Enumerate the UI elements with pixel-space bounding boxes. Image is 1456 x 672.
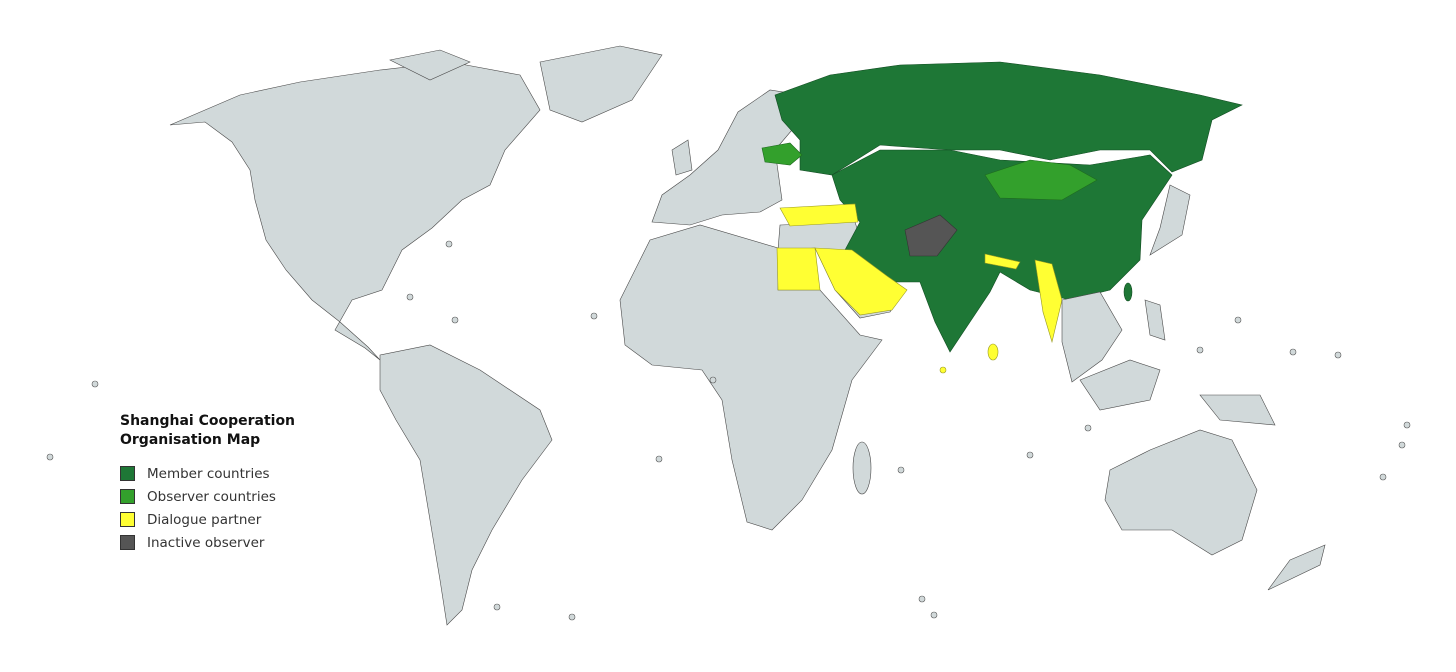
indonesia (1079, 359, 1161, 411)
legend-label: Member countries (147, 465, 270, 482)
arabian-peninsula (814, 247, 908, 316)
observer-swatch (120, 489, 135, 504)
legend: Shanghai Cooperation Organisation Map Me… (120, 412, 295, 554)
madagascar (852, 441, 872, 495)
belarus (761, 142, 803, 166)
mongolia (984, 159, 1098, 201)
myanmar (1034, 259, 1063, 344)
russia (774, 61, 1243, 176)
egypt (776, 247, 821, 291)
legend-item-inactive: Inactive observer (120, 531, 295, 554)
dialogue-swatch (120, 512, 135, 527)
philippines (1144, 299, 1166, 341)
taiwan (1123, 282, 1133, 302)
legend-item-observer: Observer countries (120, 485, 295, 508)
legend-label: Observer countries (147, 488, 276, 505)
inactive-swatch (120, 535, 135, 550)
greenland (539, 45, 663, 123)
southeast-asia (1061, 291, 1123, 383)
japan (1149, 184, 1191, 256)
legend-title-line2: Organisation Map (120, 432, 261, 448)
afghanistan (904, 214, 958, 257)
legend-item-dialogue: Dialogue partner (120, 508, 295, 531)
legend-label: Dialogue partner (147, 511, 262, 528)
legend-label: Inactive observer (147, 534, 265, 551)
member-swatch (120, 466, 135, 481)
island-dots (46, 240, 1411, 621)
south-america (379, 344, 553, 626)
legend-title-line1: Shanghai Cooperation (120, 413, 296, 429)
nepal (984, 253, 1021, 270)
maldives (939, 366, 947, 374)
british-isles (671, 139, 693, 176)
north-america (169, 61, 541, 361)
turkey (779, 203, 859, 227)
legend-title: Shanghai Cooperation Organisation Map (120, 412, 295, 450)
sri-lanka (987, 343, 999, 361)
australia (1104, 429, 1258, 556)
canadian-islands (389, 49, 471, 81)
new-guinea (1199, 394, 1276, 426)
legend-item-member: Member countries (120, 462, 295, 485)
new-zealand (1267, 544, 1326, 591)
